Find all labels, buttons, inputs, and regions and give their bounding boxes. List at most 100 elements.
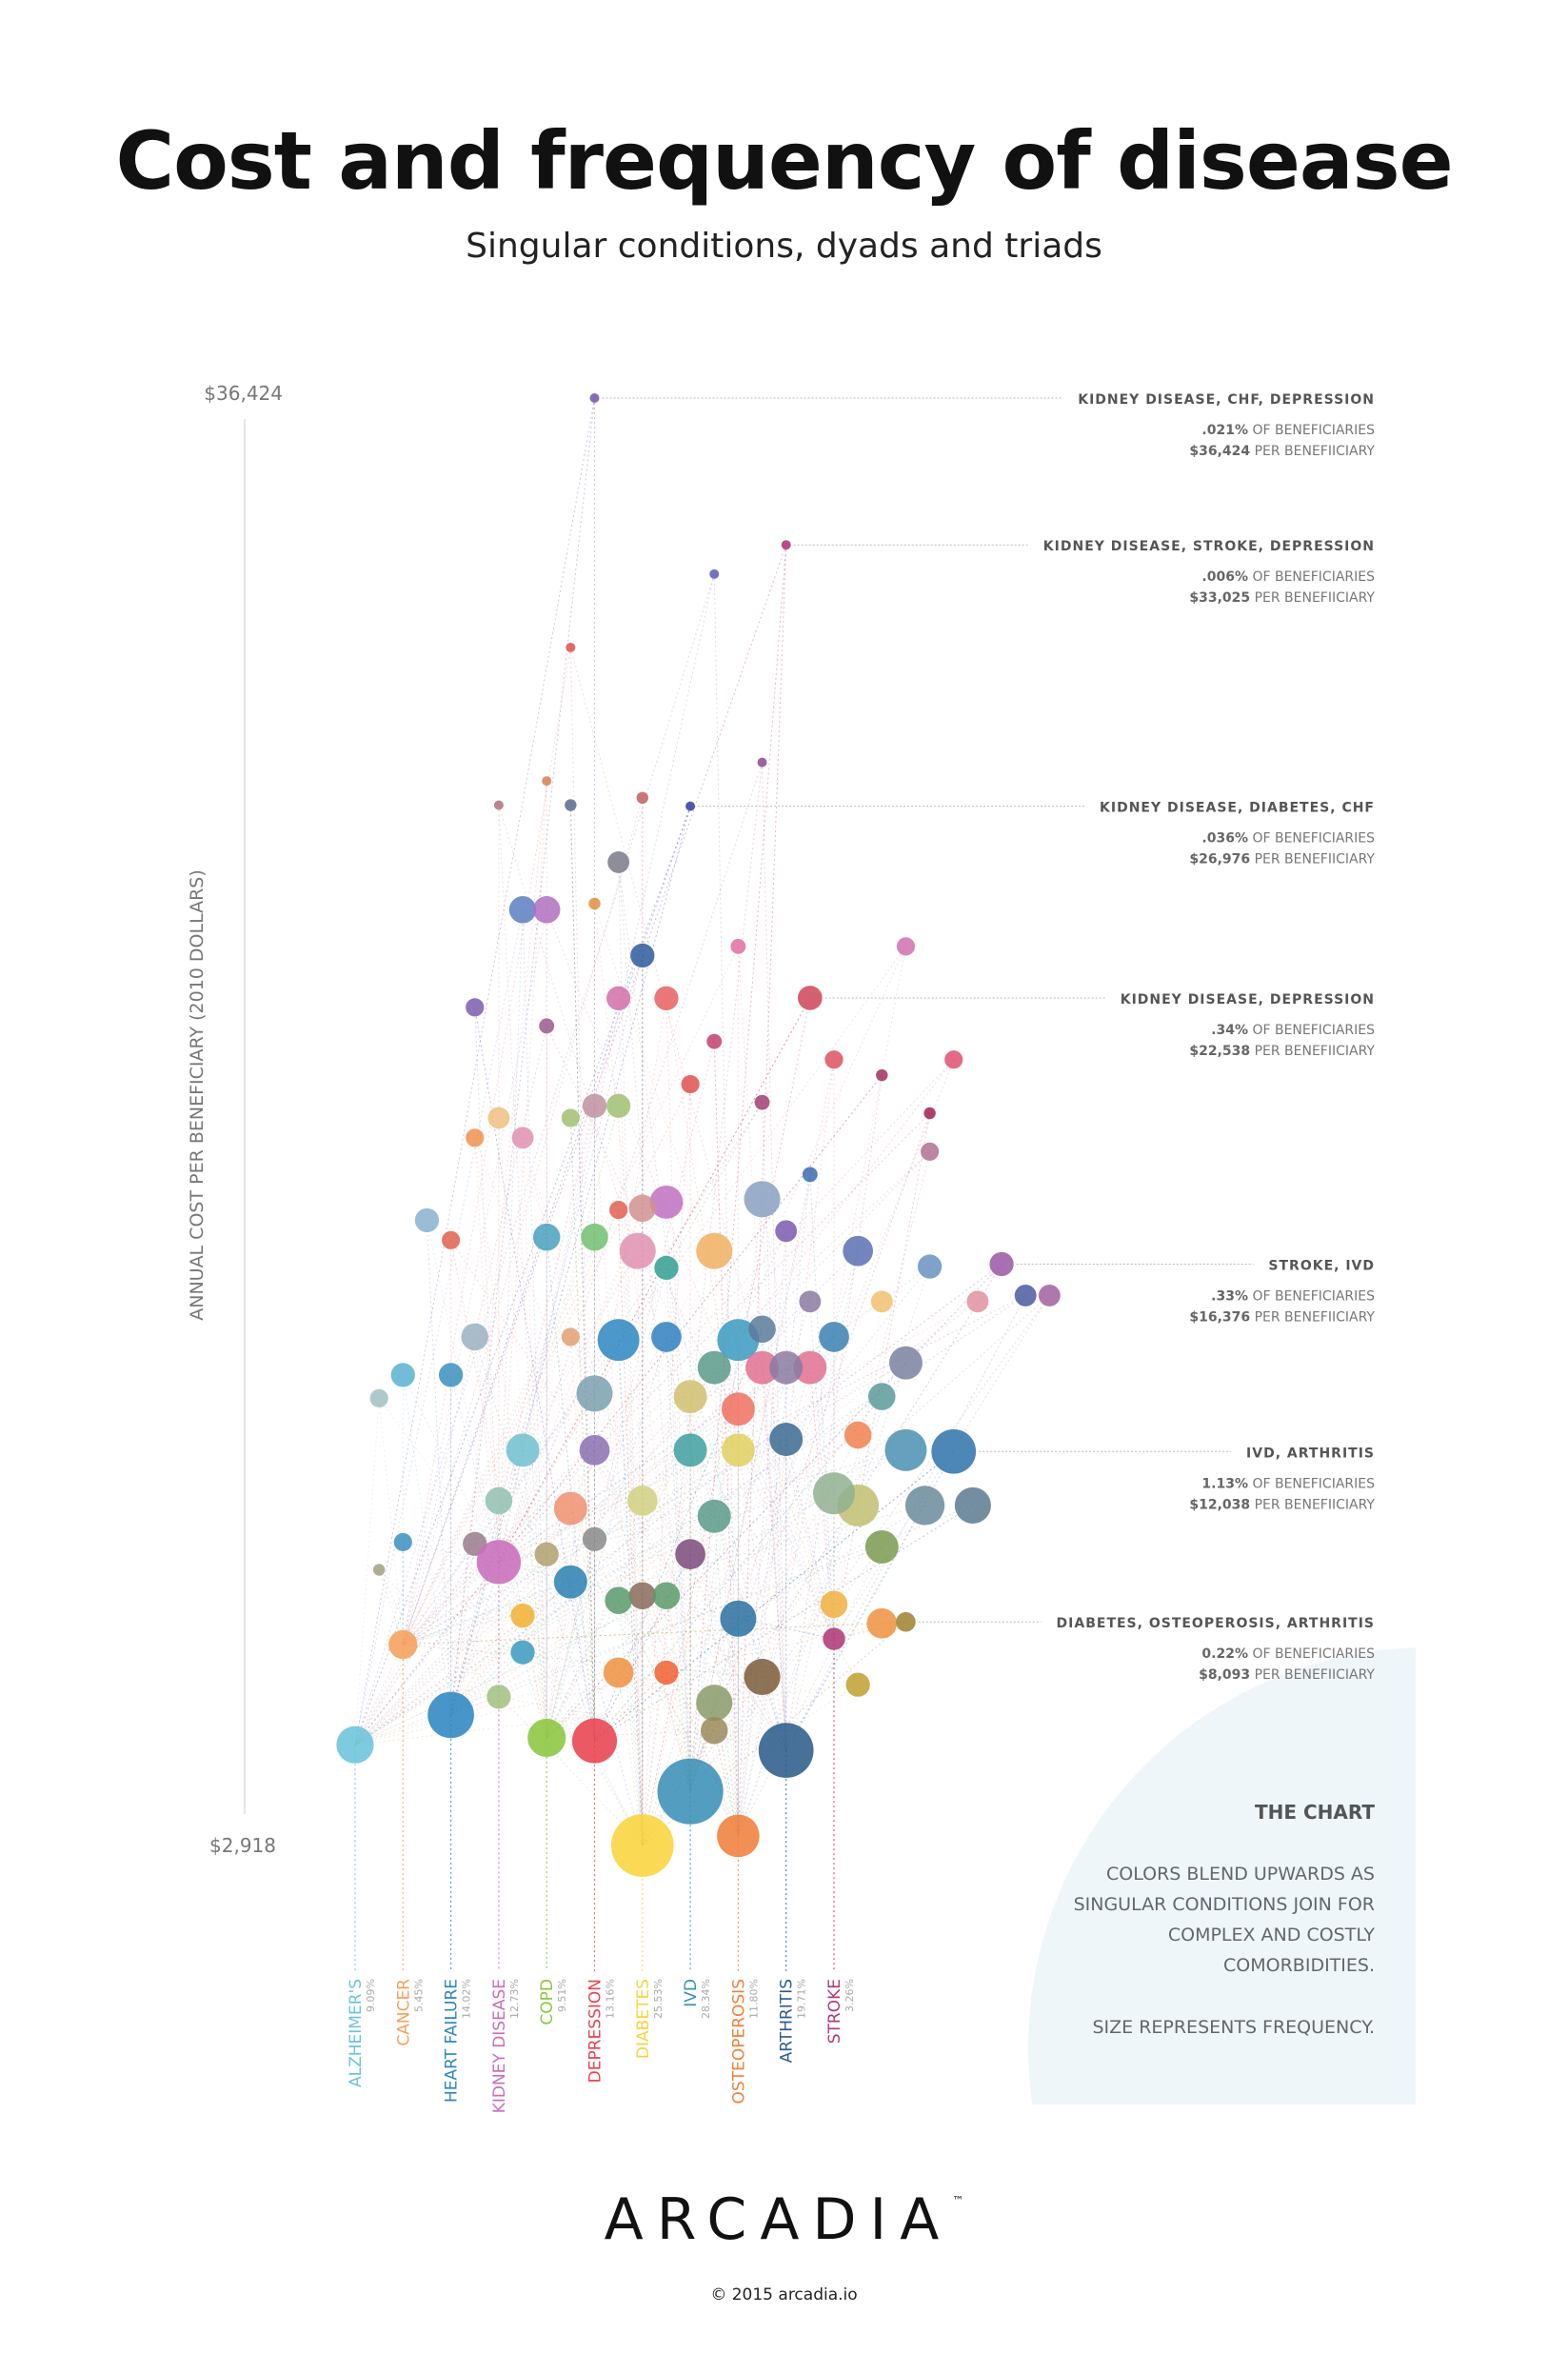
annotation-label: KIDNEY DISEASE, DIABETES, CHF [1100,801,1375,816]
connection-line [378,1569,644,1846]
page-title: Cost and frequency of disease [115,114,1453,208]
connection-line [403,1644,763,1678]
combination-bubble [706,1033,723,1049]
connection-line [546,1026,835,1640]
info-box-background [1028,1647,1416,2105]
singular-bubble [823,1627,845,1650]
connection-line [403,1623,883,1646]
connection-line [450,1240,787,1751]
connection-line [642,1500,835,1640]
category-percent: 28.34% [700,1979,712,2019]
combination-bubble [654,1660,679,1686]
combination-bubble [1014,1284,1037,1307]
annotated-bubble [781,540,791,550]
combination-bubble [579,1434,610,1466]
annotated-bubble [989,1251,1014,1277]
connection-line [403,1362,906,1646]
connection-line [402,946,906,1646]
copyright: © 2015 arcadia.io [710,2285,858,2304]
connection-line [594,1505,974,1742]
connection-line [402,1084,691,1646]
combination-bubble [534,1542,559,1566]
annotation-frequency: .34% OF BENEFICIARIES [1211,1023,1375,1038]
combination-bubble [681,1074,700,1094]
connection-line [737,946,906,1837]
singular-bubble [336,1726,374,1764]
connection-line [618,1209,644,1846]
combination-bubble [651,1322,682,1352]
connection-line [546,1230,787,1739]
connection-line [689,1396,739,1836]
connection-line [569,805,595,1742]
combination-bubble [721,1392,755,1426]
annotation-cost-value: $36,424 [1189,444,1250,459]
annotation-label: IVD, ARTHRITIS [1246,1446,1375,1461]
connection-line [785,1439,835,1640]
singular-bubble [427,1691,474,1739]
category-percent: 3.26% [844,1979,856,2012]
annotation-cost: $22,538 PER BENEFIICIARY [1189,1044,1375,1059]
combination-bubble [582,1093,607,1118]
combination-bubble [442,1230,461,1249]
connection-line [354,909,524,1746]
connection-line [546,1600,620,1739]
combination-bubble [745,1350,780,1385]
connection-line [474,1336,595,1742]
connection-line [474,1007,595,1742]
combination-bubble [628,1194,657,1223]
connection-line [354,1074,883,1746]
combination-bubble [414,1207,440,1233]
annotation-frequency-value: .006% [1201,569,1248,585]
connection-line [450,1250,715,1716]
category-label-group: STROKE 3.26% [825,1979,856,2044]
combination-bubble [607,850,630,873]
connection-line [665,1267,691,1792]
category-percent: 9.09% [365,1979,377,2012]
combination-bubble [539,1018,555,1034]
annotation-cost-suffix: PER BENEFIICIARY [1250,590,1375,606]
connection-line [498,1553,547,1563]
connection-line [689,545,787,1792]
connection-line [737,946,787,1751]
connection-line [450,1505,974,1716]
connection-line [546,1362,906,1739]
combination-bubble [802,1167,818,1183]
annotation-frequency-value: .021% [1201,423,1248,438]
connection-line [354,1367,763,1746]
connection-line [809,1174,835,1640]
connection-line [354,1264,1002,1746]
connection-line [402,647,571,1646]
annotation-label: STROKE, IVD [1268,1258,1375,1273]
connection-line [546,1266,930,1739]
logo-text: ARCADIA [604,2186,953,2253]
connection-line [498,1117,787,1751]
connection-line [450,397,595,1715]
connection-line [522,1137,547,1738]
combination-bubble [485,1486,513,1515]
annotation-cost-suffix: PER BENEFIICIARY [1250,1667,1375,1683]
connection-line [594,1396,883,1742]
connection-line [450,1106,620,1716]
connection-line [403,1266,930,1646]
annotation-cost-suffix: PER BENEFIICIARY [1250,1497,1375,1512]
connection-line [642,1500,691,1792]
combination-bubble [628,1582,657,1609]
connection-line [642,997,811,1846]
category-name: STROKE [825,1979,844,2044]
combination-bubble [757,757,767,768]
combination-bubble [709,569,720,579]
connection-line [594,1396,883,1742]
combination-bubble [588,897,601,910]
connection-line [354,1398,380,1746]
connection-line [474,1137,547,1739]
connection-line [450,1544,476,1715]
connection-line [378,1398,404,1646]
category-percent: 14.02% [461,1979,473,2019]
combination-bubble [744,1658,781,1696]
connection-line [569,1117,595,1742]
annotated-bubble [798,986,823,1010]
combination-bubble [561,1327,580,1347]
connection-line [713,573,739,1836]
connection-line [594,1505,974,1742]
combination-bubble [844,1421,872,1449]
